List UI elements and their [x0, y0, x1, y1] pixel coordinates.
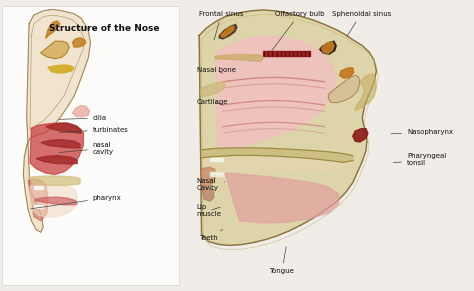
- Polygon shape: [30, 123, 83, 175]
- Polygon shape: [201, 82, 225, 97]
- Text: Nasopharynx: Nasopharynx: [391, 129, 453, 136]
- Polygon shape: [201, 167, 216, 186]
- Polygon shape: [221, 26, 234, 37]
- Polygon shape: [204, 158, 343, 173]
- Polygon shape: [35, 197, 77, 205]
- Polygon shape: [219, 24, 237, 39]
- Polygon shape: [225, 173, 338, 223]
- Polygon shape: [201, 148, 353, 162]
- Text: Sphenoidal sinus: Sphenoidal sinus: [331, 11, 391, 36]
- Polygon shape: [41, 41, 69, 58]
- Polygon shape: [34, 186, 43, 189]
- Polygon shape: [36, 156, 77, 164]
- Polygon shape: [199, 10, 376, 245]
- Polygon shape: [73, 38, 86, 47]
- Text: cilia: cilia: [59, 115, 107, 121]
- Text: pharynx: pharynx: [31, 195, 122, 209]
- Text: Tongue: Tongue: [269, 247, 294, 274]
- Polygon shape: [23, 9, 91, 233]
- Text: Teeth: Teeth: [199, 230, 223, 241]
- Text: turbinates: turbinates: [59, 127, 129, 133]
- Text: Frontal sinus: Frontal sinus: [199, 11, 244, 40]
- Polygon shape: [28, 179, 48, 221]
- Polygon shape: [328, 75, 360, 103]
- Polygon shape: [339, 68, 354, 78]
- FancyBboxPatch shape: [1, 6, 179, 285]
- Polygon shape: [355, 74, 376, 110]
- Polygon shape: [34, 205, 43, 208]
- Polygon shape: [41, 140, 80, 148]
- Polygon shape: [28, 176, 80, 185]
- Text: Lip
muscle: Lip muscle: [197, 204, 222, 217]
- Polygon shape: [210, 172, 223, 176]
- Text: Olfactory bulb: Olfactory bulb: [272, 11, 324, 51]
- Bar: [263, 51, 310, 56]
- Text: Pharyngeal
tonsil: Pharyngeal tonsil: [393, 153, 447, 166]
- Polygon shape: [353, 129, 368, 142]
- Polygon shape: [30, 185, 77, 217]
- Polygon shape: [46, 123, 81, 133]
- Polygon shape: [216, 37, 335, 148]
- Polygon shape: [46, 21, 60, 38]
- Polygon shape: [73, 106, 90, 116]
- Polygon shape: [210, 158, 223, 162]
- Text: nasal
cavity: nasal cavity: [59, 142, 114, 155]
- Text: Nasal
Cavity: Nasal Cavity: [197, 178, 225, 191]
- Text: Cartilage: Cartilage: [197, 99, 228, 105]
- Polygon shape: [48, 65, 74, 73]
- Polygon shape: [321, 42, 334, 54]
- Polygon shape: [319, 41, 336, 54]
- Text: Nasal bone: Nasal bone: [197, 67, 236, 73]
- Polygon shape: [201, 186, 214, 201]
- Text: Structure of the Nose: Structure of the Nose: [49, 24, 160, 33]
- Polygon shape: [215, 54, 263, 61]
